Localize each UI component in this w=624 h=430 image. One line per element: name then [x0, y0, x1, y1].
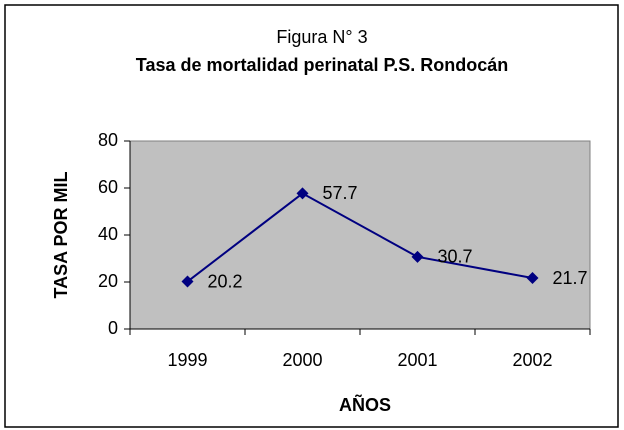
data-point: [296, 187, 309, 200]
data-point: [411, 250, 424, 263]
series-line: [186, 192, 533, 283]
chart-title: Figura N° 3: [276, 27, 367, 47]
data-point: [181, 275, 194, 288]
y-tick-label: 0: [108, 318, 118, 338]
x-tick-label: 1999: [167, 350, 207, 370]
x-tick-label: 2001: [397, 350, 437, 370]
y-axis-label: TASA POR MIL: [51, 172, 71, 299]
x-tick-label: 2002: [512, 350, 552, 370]
y-tick-label: 80: [98, 130, 118, 150]
y-tick-label: 20: [98, 271, 118, 291]
x-tick-label: 2000: [282, 350, 322, 370]
data-label: 20.2: [208, 271, 243, 291]
y-tick-label: 60: [98, 177, 118, 197]
data-label: 30.7: [438, 247, 473, 267]
plot-area: [129, 140, 591, 330]
data-label: 21.7: [553, 268, 588, 288]
data-point: [526, 272, 539, 285]
x-axis-label: AÑOS: [339, 394, 391, 415]
y-tick-label: 40: [98, 224, 118, 244]
chart-subtitle: Tasa de mortalidad perinatal P.S. Rondoc…: [136, 55, 508, 75]
data-label: 57.7: [323, 183, 358, 203]
